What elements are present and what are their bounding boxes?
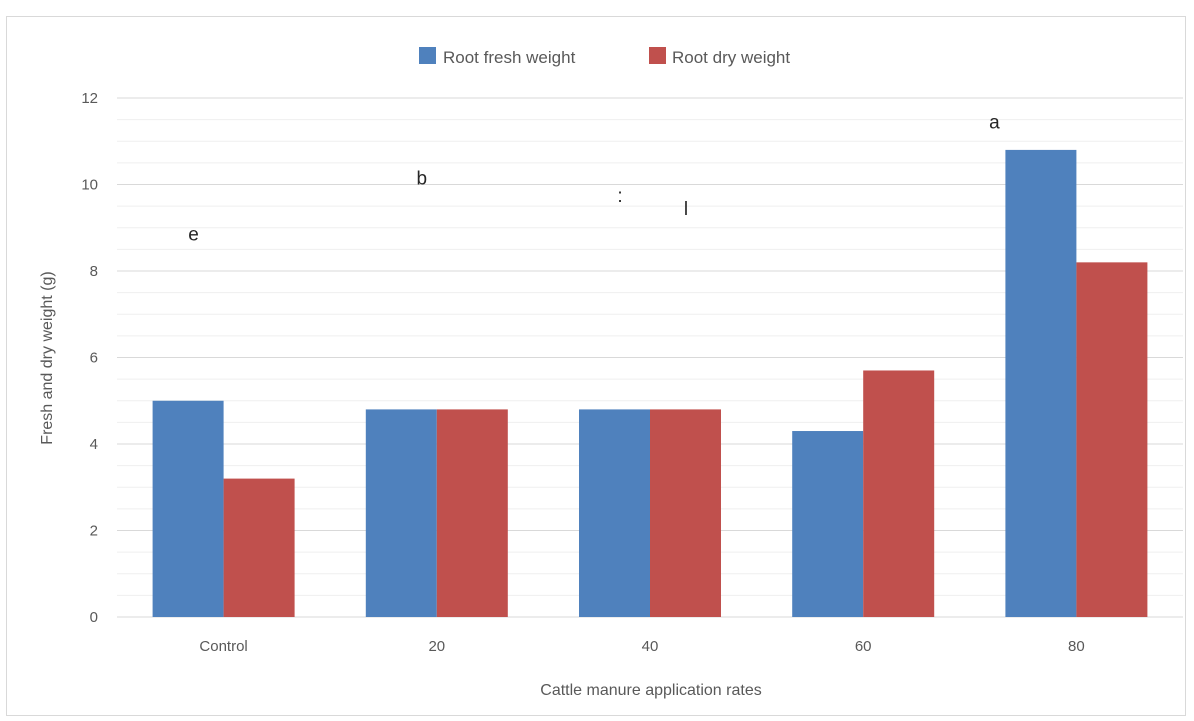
- y-tick-label: 2: [90, 523, 98, 540]
- y-axis-title: Fresh and dry weight (g): [39, 271, 56, 444]
- x-tick-label: 40: [642, 638, 659, 655]
- annotation-label: b: [417, 169, 428, 190]
- bar-dry-80: [1076, 262, 1148, 617]
- y-tick-labels: 0 2 4 6 8 10 12: [81, 90, 98, 626]
- bar-fresh-40: [579, 409, 650, 617]
- annotation-label: :: [617, 186, 622, 207]
- annotations: e b: l a: [188, 112, 1000, 245]
- annotation-label: e: [188, 225, 199, 246]
- bar-dry-60: [863, 370, 935, 617]
- bar-dry-control: [223, 478, 295, 617]
- bar-fresh-control: [152, 400, 224, 617]
- y-tick-label: 10: [81, 177, 98, 194]
- x-tick-labels: Control 20 40 60 80: [199, 638, 1084, 655]
- legend-swatch-fresh: [419, 47, 436, 64]
- legend: Root fresh weight Root dry weight: [419, 47, 790, 67]
- legend-swatch-dry: [649, 47, 666, 64]
- y-tick-label: 8: [90, 263, 98, 280]
- y-tick-label: 12: [81, 90, 98, 107]
- x-tick-label: 20: [428, 638, 445, 655]
- bar-fresh-20: [365, 409, 437, 617]
- legend-label-fresh: Root fresh weight: [443, 48, 576, 67]
- bar-dry-20: [436, 409, 508, 617]
- x-tick-label: 60: [855, 638, 872, 655]
- y-tick-label: 4: [90, 436, 98, 453]
- y-tick-label: 6: [90, 350, 98, 367]
- y-tick-label: 0: [90, 609, 98, 626]
- x-tick-label: 80: [1068, 638, 1085, 655]
- bar-fresh-60: [792, 431, 864, 617]
- annotation-label: l: [684, 199, 688, 220]
- bar-dry-40: [650, 409, 721, 617]
- bars: [152, 149, 1148, 617]
- bar-fresh-80: [1005, 149, 1077, 617]
- annotation-label: a: [989, 112, 1000, 133]
- x-axis-title: Cattle manure application rates: [540, 682, 761, 699]
- x-tick-label: Control: [199, 638, 247, 655]
- legend-label-dry: Root dry weight: [672, 48, 790, 67]
